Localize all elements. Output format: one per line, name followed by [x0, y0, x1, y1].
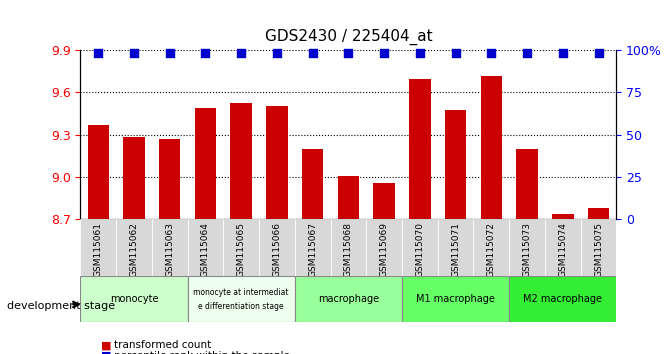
Bar: [266, 106, 287, 219]
Text: GSM115068: GSM115068: [344, 222, 353, 277]
Text: ■: ■: [100, 340, 111, 350]
Point: [164, 50, 175, 56]
FancyBboxPatch shape: [509, 219, 545, 276]
FancyBboxPatch shape: [152, 219, 188, 276]
Text: GSM115064: GSM115064: [201, 222, 210, 277]
Text: GSM115066: GSM115066: [273, 222, 281, 277]
Text: transformed count: transformed count: [114, 340, 211, 350]
Bar: [409, 79, 431, 219]
Point: [557, 50, 568, 56]
Text: GSM115075: GSM115075: [594, 222, 603, 277]
Point: [308, 50, 318, 56]
Point: [379, 50, 389, 56]
Point: [415, 50, 425, 56]
Text: percentile rank within the sample: percentile rank within the sample: [114, 351, 289, 354]
FancyBboxPatch shape: [223, 219, 259, 276]
Bar: [588, 208, 609, 219]
FancyBboxPatch shape: [402, 276, 509, 322]
FancyBboxPatch shape: [259, 219, 295, 276]
FancyBboxPatch shape: [438, 219, 474, 276]
Bar: [373, 183, 395, 219]
Point: [271, 50, 282, 56]
FancyBboxPatch shape: [188, 276, 295, 322]
Text: GSM115067: GSM115067: [308, 222, 317, 277]
Bar: [480, 76, 502, 219]
Point: [200, 50, 211, 56]
Title: GDS2430 / 225404_at: GDS2430 / 225404_at: [265, 29, 432, 45]
Point: [129, 50, 139, 56]
Text: e differentiation stage: e differentiation stage: [198, 302, 284, 310]
Text: GSM115073: GSM115073: [523, 222, 531, 277]
FancyBboxPatch shape: [295, 219, 330, 276]
Bar: [123, 137, 145, 219]
Point: [236, 50, 247, 56]
Text: GSM115074: GSM115074: [558, 222, 567, 277]
FancyBboxPatch shape: [116, 219, 152, 276]
Text: GSM115072: GSM115072: [487, 222, 496, 277]
Point: [522, 50, 533, 56]
Text: macrophage: macrophage: [318, 294, 379, 304]
Text: development stage: development stage: [7, 301, 115, 311]
Bar: [88, 125, 109, 219]
Text: GSM115063: GSM115063: [165, 222, 174, 277]
Text: M2 macrophage: M2 macrophage: [523, 294, 602, 304]
Bar: [552, 214, 574, 219]
Bar: [159, 139, 180, 219]
Text: GSM115070: GSM115070: [415, 222, 424, 277]
Text: GSM115061: GSM115061: [94, 222, 103, 277]
FancyBboxPatch shape: [545, 219, 581, 276]
Bar: [338, 176, 359, 219]
Bar: [302, 149, 324, 219]
FancyBboxPatch shape: [80, 276, 188, 322]
FancyBboxPatch shape: [188, 219, 223, 276]
Text: ■: ■: [100, 351, 111, 354]
Point: [593, 50, 604, 56]
FancyBboxPatch shape: [509, 276, 616, 322]
Point: [343, 50, 354, 56]
Text: GSM115071: GSM115071: [451, 222, 460, 277]
Bar: [517, 149, 538, 219]
Text: monocyte at intermediat: monocyte at intermediat: [194, 288, 289, 297]
Point: [450, 50, 461, 56]
FancyBboxPatch shape: [474, 219, 509, 276]
Point: [93, 50, 104, 56]
Text: monocyte: monocyte: [110, 294, 158, 304]
FancyBboxPatch shape: [402, 219, 438, 276]
Bar: [195, 108, 216, 219]
Bar: [445, 110, 466, 219]
Text: M1 macrophage: M1 macrophage: [416, 294, 495, 304]
Text: GSM115065: GSM115065: [237, 222, 246, 277]
FancyBboxPatch shape: [295, 276, 402, 322]
Text: GSM115062: GSM115062: [129, 222, 139, 277]
FancyBboxPatch shape: [581, 219, 616, 276]
Bar: [230, 103, 252, 219]
Point: [486, 50, 496, 56]
Text: GSM115069: GSM115069: [380, 222, 389, 277]
FancyBboxPatch shape: [366, 219, 402, 276]
FancyBboxPatch shape: [80, 219, 116, 276]
FancyBboxPatch shape: [330, 219, 366, 276]
